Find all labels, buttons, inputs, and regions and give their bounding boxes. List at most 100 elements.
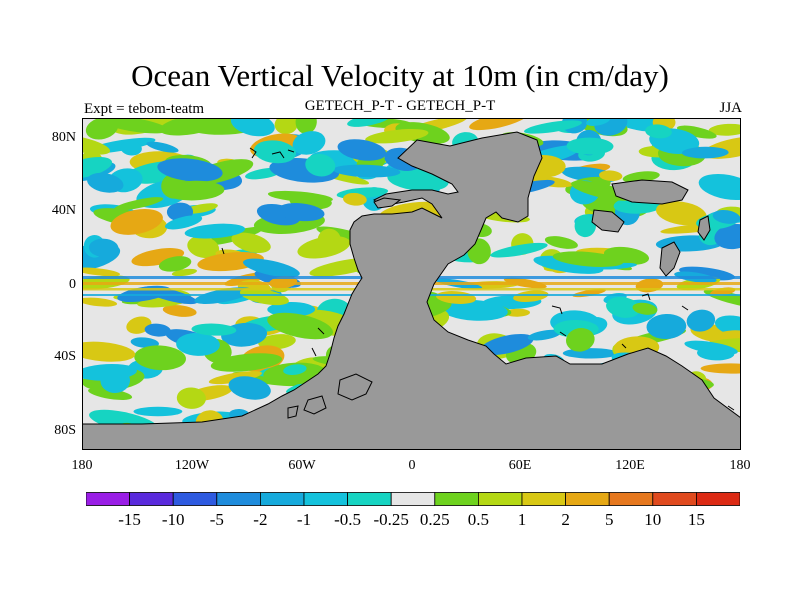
colorbar-label-8: 0.5 <box>467 510 490 529</box>
velocity-patch <box>283 364 307 375</box>
velocity-patch <box>565 328 595 352</box>
velocity-patch <box>208 371 262 385</box>
velocity-patch <box>267 190 333 203</box>
velocity-patch <box>574 214 597 238</box>
velocity-patch <box>441 299 508 321</box>
lon-label-120w: 120W <box>174 458 210 473</box>
island-south-a <box>337 373 373 401</box>
colorbar-label-6: -0.25 <box>373 510 409 529</box>
velocity-patch <box>144 323 171 337</box>
velocity-patch <box>681 146 729 159</box>
velocity-patch <box>469 118 529 131</box>
map-frame <box>82 118 741 450</box>
velocity-patch <box>253 140 297 164</box>
lat-label-40n: 40N <box>51 203 76 218</box>
colorbar-box-9 <box>477 492 523 506</box>
velocity-patch <box>552 251 624 267</box>
velocity-patch <box>305 153 336 177</box>
colorbar-box-13 <box>652 492 697 506</box>
velocity-patch <box>133 406 183 417</box>
velocity-patch <box>594 118 628 136</box>
velocity-patch <box>159 118 226 136</box>
colorbar-box-11 <box>565 492 610 506</box>
velocity-patch <box>210 353 283 372</box>
season-label: JJA <box>719 100 742 116</box>
colorbar-box-1 <box>129 492 174 506</box>
velocity-patch <box>82 297 118 307</box>
velocity-patch <box>134 345 186 371</box>
velocity-patch <box>347 118 391 127</box>
colorbar-label-9: 1 <box>517 510 527 529</box>
velocity-patch <box>599 170 623 181</box>
velocity-patch <box>231 232 271 253</box>
colorbar-box-8 <box>434 492 479 506</box>
island-north-china <box>611 179 689 205</box>
velocity-patch <box>230 118 275 137</box>
velocity-patch <box>343 192 367 206</box>
lat-label-0: 0 <box>69 277 76 292</box>
velocity-patch <box>191 323 237 336</box>
colorbar-box-12 <box>608 492 654 506</box>
colorbar <box>86 492 740 506</box>
velocity-patch <box>656 201 707 226</box>
velocity-patch <box>176 332 220 356</box>
velocity-patch <box>676 125 717 139</box>
velocity-patch <box>684 340 738 355</box>
velocity-patch <box>297 236 351 259</box>
velocity-patch <box>82 267 121 277</box>
lon-label-0: 0 <box>408 458 416 473</box>
lat-label-80s: 80S <box>54 423 76 438</box>
velocity-patch <box>157 158 223 182</box>
velocity-patch <box>176 387 206 409</box>
lon-label-60w: 60W <box>288 458 316 473</box>
colorbar-label-5: -0.5 <box>334 510 362 529</box>
velocity-patch <box>276 203 325 222</box>
velocity-patch <box>606 296 640 318</box>
island-east-asia-small <box>697 215 711 241</box>
velocity-patch <box>82 363 137 381</box>
velocity-patch <box>98 118 169 134</box>
lon-label-60e: 60E <box>508 458 532 473</box>
velocity-patch <box>184 223 246 239</box>
velocity-patch <box>700 363 741 374</box>
velocity-patch <box>524 120 582 134</box>
colorbar-label-1: -10 <box>161 510 185 529</box>
velocity-map <box>82 118 741 450</box>
colorbar-box-5 <box>303 492 348 506</box>
velocity-patch <box>239 288 289 306</box>
velocity-patch <box>480 333 534 356</box>
velocity-patch <box>686 309 716 332</box>
velocity-patch <box>162 304 197 317</box>
coastline-fragments <box>221 147 735 411</box>
colorbar-label-2: -5 <box>209 510 224 529</box>
colorbar-box-10 <box>521 492 566 506</box>
velocity-patch <box>295 118 317 134</box>
colorbar-box-2 <box>172 492 218 506</box>
velocity-patch <box>130 337 159 349</box>
plot-title: Ocean Vertical Velocity at 10m (in cm/da… <box>131 58 669 93</box>
island-tethys-a <box>373 197 402 209</box>
velocity-patch <box>187 236 220 259</box>
velocity-patch <box>645 124 672 139</box>
colorbar-label-13: 15 <box>687 510 705 529</box>
velocity-patch <box>88 238 119 258</box>
island-south-b <box>303 395 327 415</box>
lon-label-180e: 180 <box>729 458 751 473</box>
velocity-patch <box>365 129 429 144</box>
colorbar-label-12: 10 <box>644 510 662 529</box>
velocity-patch <box>146 141 179 153</box>
colorbar-box-7 <box>390 492 436 506</box>
continent-pangaea <box>82 131 741 450</box>
dataset-label: GETECH_P-T - GETECH_P-T <box>304 98 496 114</box>
velocity-patch <box>267 312 333 340</box>
velocity-patch <box>333 164 401 178</box>
colorbar-box-6 <box>347 492 392 506</box>
island-cimmeria <box>659 241 681 277</box>
velocity-patch <box>87 172 124 193</box>
velocity-patch <box>527 329 562 341</box>
velocity-patch <box>513 290 549 303</box>
colorbar-box-0 <box>86 492 130 506</box>
colorbar-label-3: -2 <box>253 510 268 529</box>
colorbar-box-14 <box>696 492 740 506</box>
velocity-patch <box>533 255 604 274</box>
